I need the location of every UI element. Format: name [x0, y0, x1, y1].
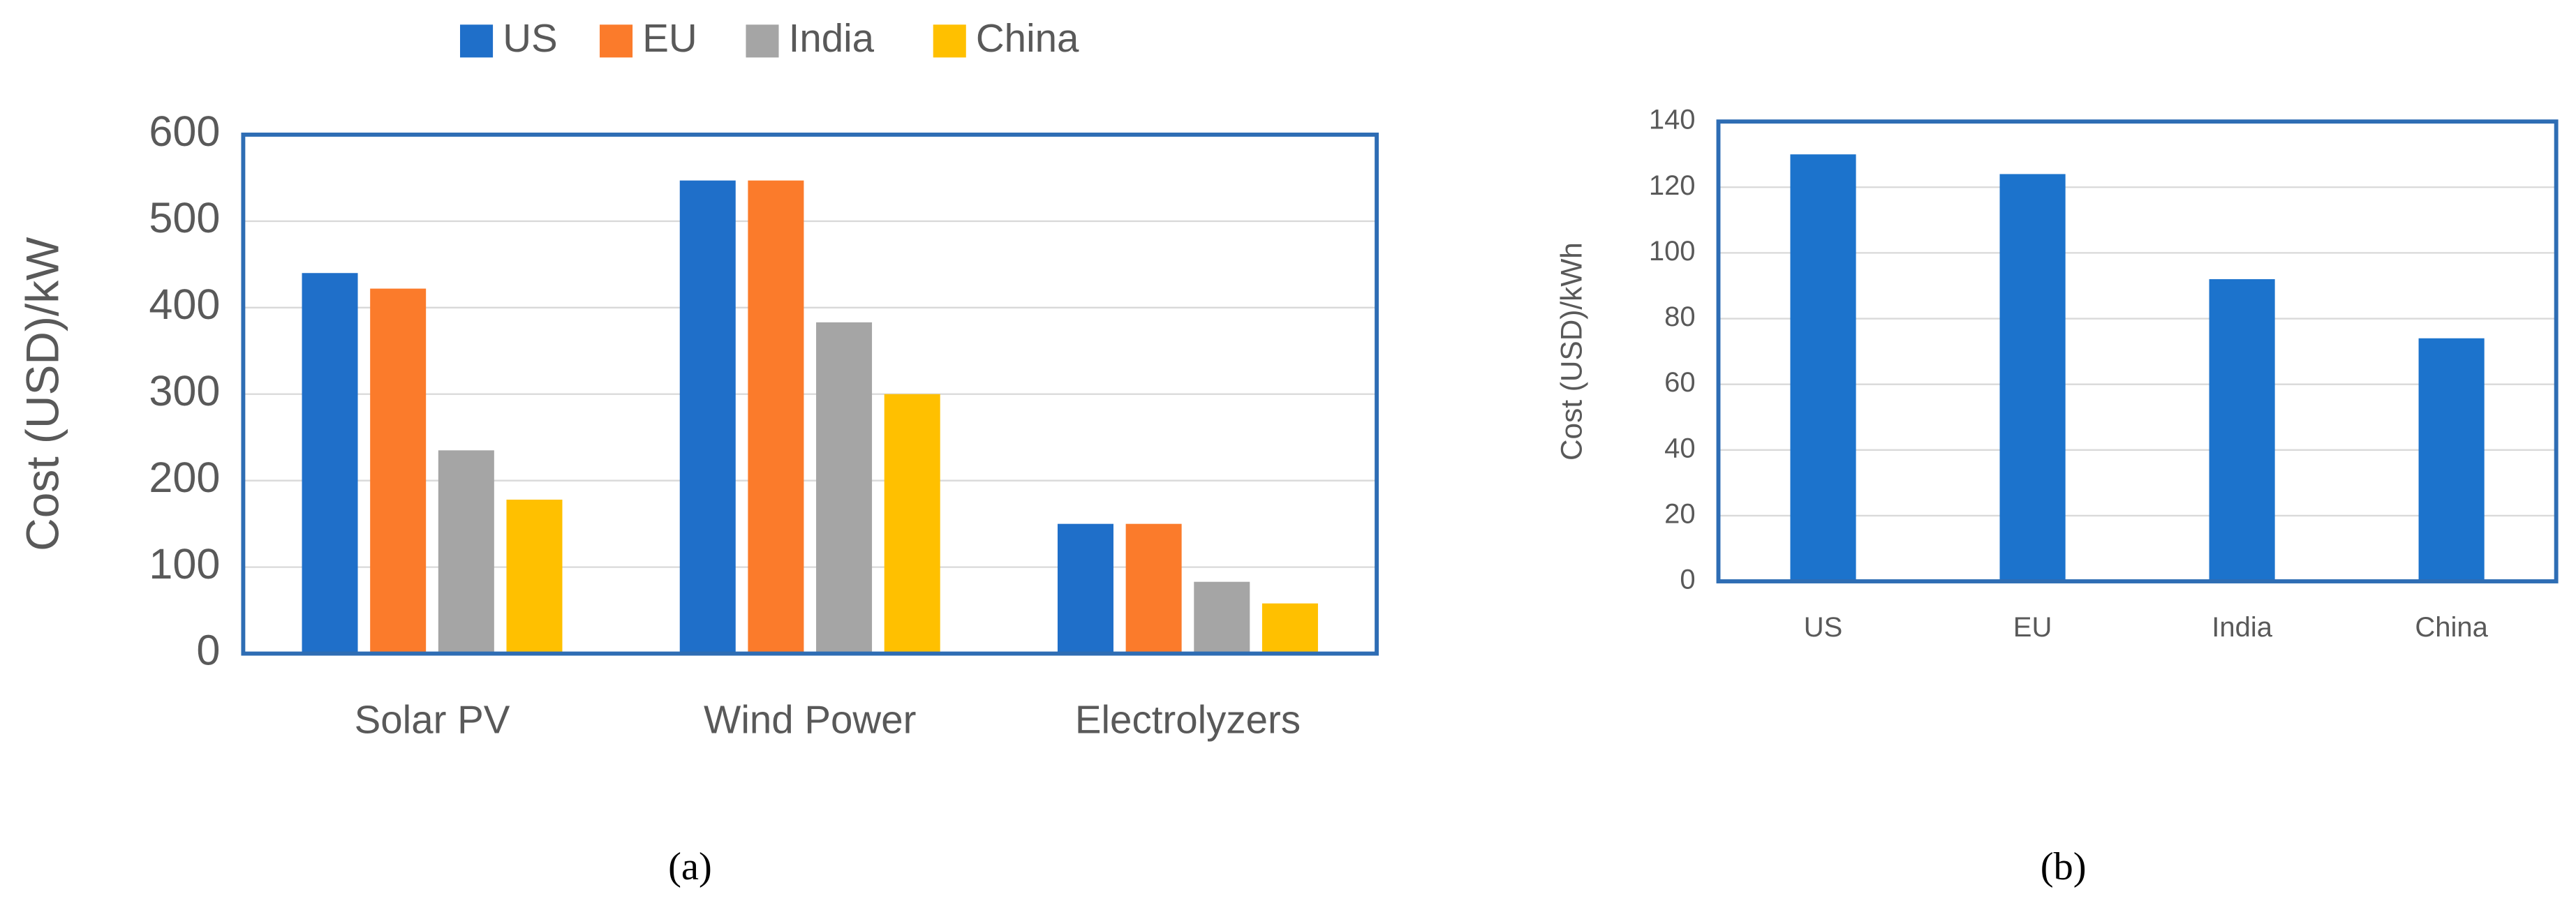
- bar: [1999, 174, 2066, 582]
- bar: [748, 180, 804, 654]
- y-tick-label: 0: [1680, 565, 1695, 595]
- y-tick-label: 0: [196, 627, 220, 674]
- bar: [302, 273, 358, 654]
- legend-label: China: [976, 16, 1079, 60]
- x-tick-label: China: [2415, 612, 2488, 643]
- y-tick-label: 600: [149, 107, 220, 155]
- y-tick-label: 400: [149, 281, 220, 328]
- bar: [884, 394, 940, 654]
- legend-label: EU: [642, 16, 697, 60]
- y-tick-label: 100: [149, 540, 220, 588]
- bar: [2418, 338, 2485, 582]
- plot-frame: [1716, 119, 2559, 583]
- bar: [816, 322, 873, 654]
- legend-swatch: [600, 24, 633, 58]
- x-tick-label: Electrolyzers: [1075, 697, 1301, 741]
- y-tick-label: 60: [1664, 367, 1696, 398]
- bar: [1261, 603, 1318, 654]
- x-tick-label: India: [2212, 612, 2272, 643]
- legend-swatch: [933, 24, 966, 58]
- y-tick-label: 100: [1649, 236, 1696, 267]
- x-tick-label: US: [1804, 612, 1843, 643]
- bar: [1057, 523, 1113, 654]
- y-tick-label: 20: [1664, 498, 1696, 529]
- bar: [679, 180, 736, 654]
- caption: (a): [668, 845, 712, 888]
- y-tick-label: 140: [1649, 105, 1696, 135]
- x-tick-label: EU: [2013, 612, 2052, 643]
- y-tick-label: 500: [149, 194, 220, 241]
- bar: [1194, 581, 1250, 654]
- legend-swatch: [460, 24, 494, 58]
- y-tick-label: 80: [1664, 301, 1696, 332]
- y-tick-label: 200: [149, 454, 220, 501]
- legend-swatch: [746, 24, 779, 58]
- bar: [1125, 523, 1182, 654]
- bar: [506, 499, 563, 654]
- legend-label: India: [789, 16, 875, 60]
- caption: (b): [2041, 845, 2087, 888]
- bar: [438, 450, 494, 654]
- x-tick-label: Solar PV: [355, 697, 510, 741]
- y-tick-label: 300: [149, 367, 220, 415]
- y-axis-label: Cost (USD)/kWh: [1555, 242, 1588, 461]
- plot-frame: [241, 133, 1379, 656]
- x-tick-label: Wind Power: [704, 697, 916, 741]
- bar: [1790, 154, 1856, 582]
- y-tick-label: 40: [1664, 433, 1696, 463]
- y-tick-label: 120: [1649, 170, 1696, 201]
- y-axis-label: Cost (USD)/kW: [16, 237, 68, 551]
- bar: [370, 288, 427, 654]
- bar: [2209, 279, 2275, 582]
- legend-label: US: [503, 16, 557, 60]
